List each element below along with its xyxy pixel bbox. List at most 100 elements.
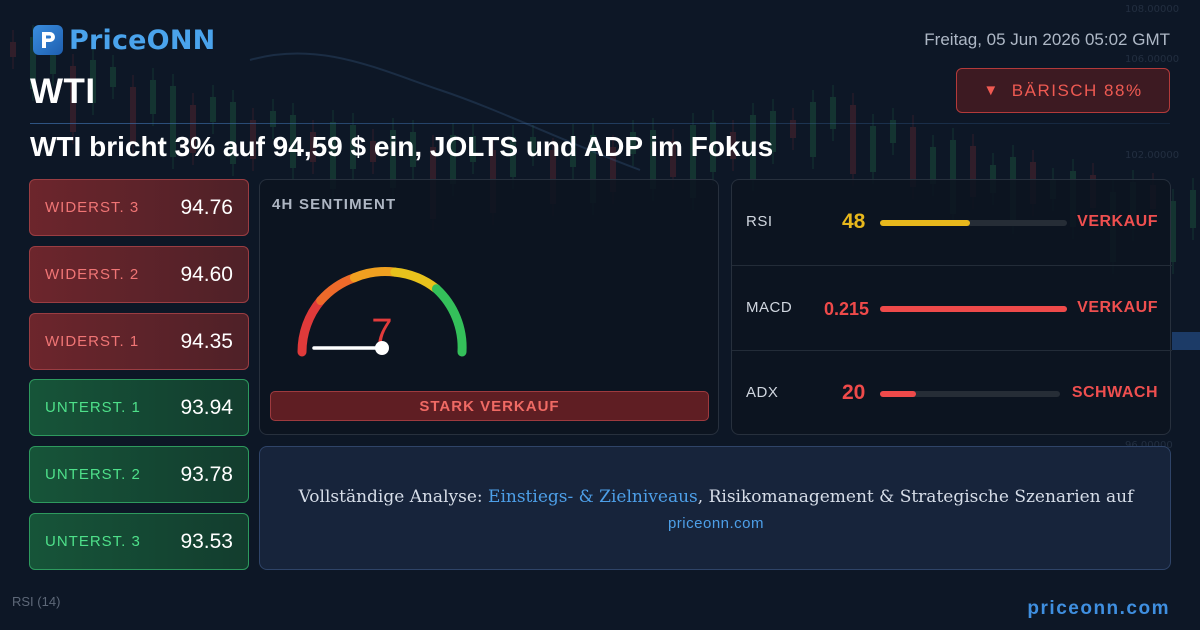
bg-candle xyxy=(30,37,36,89)
bg-candle xyxy=(770,111,776,152)
indicator-name: RSI xyxy=(746,213,773,230)
resistance-3-card: WIDERST. 3 94.76 xyxy=(29,179,249,236)
indicator-track xyxy=(880,306,1067,312)
bg-candle xyxy=(250,120,256,159)
indicator-row-adx: ADX 20 SCHWACH xyxy=(732,350,1172,435)
bg-candle xyxy=(650,130,656,189)
sentiment-gauge: 7 xyxy=(297,267,467,357)
bg-candle xyxy=(270,111,276,127)
gauge-pivot xyxy=(375,341,389,355)
svg-text:102.00000: 102.00000 xyxy=(1125,150,1179,161)
indicator-signal: SCHWACH xyxy=(1071,384,1158,401)
sentiment-panel: 4H SENTIMENT 7 STARK VERKAUF xyxy=(259,179,719,435)
logo-icon xyxy=(33,25,63,55)
sentiment-label: STARK VERKAUF xyxy=(270,391,709,421)
resistance-2-card: WIDERST. 2 94.60 xyxy=(29,246,249,303)
bg-candle xyxy=(10,42,16,57)
cta-prefix: Vollständige Analyse: xyxy=(298,487,489,507)
indicator-fill xyxy=(880,220,970,226)
indicator-fill xyxy=(880,306,1067,312)
bg-candle xyxy=(570,136,576,167)
headline: WTI bricht 3% auf 94,59 $ ein, JOLTS und… xyxy=(30,131,774,162)
indicator-track xyxy=(880,391,1060,397)
bias-label: BÄRISCH 88% xyxy=(1011,80,1143,100)
bg-candle xyxy=(670,141,676,177)
indicator-signal: VERKAUF xyxy=(1077,213,1158,230)
bg-candle xyxy=(50,45,56,74)
level-value: 94.35 xyxy=(180,329,233,353)
analysis-cta[interactable]: Vollständige Analyse: Einstiegs- & Zieln… xyxy=(259,446,1171,570)
bg-candle xyxy=(210,97,216,122)
logo-text: PriceONN xyxy=(69,24,216,56)
bg-candle xyxy=(550,150,556,204)
bg-candle xyxy=(510,137,516,177)
cta-link[interactable]: Einstiegs- & Zielniveaus xyxy=(488,487,698,507)
footer-site-link[interactable]: priceonn.com xyxy=(1027,598,1170,619)
bg-candle xyxy=(810,102,816,157)
level-label: WIDERST. 2 xyxy=(45,266,140,283)
bg-candle xyxy=(130,87,136,144)
bg-candle xyxy=(370,141,376,162)
bg-candle xyxy=(170,86,176,157)
bg-candle xyxy=(110,67,116,87)
indicators-panel: RSI 48 VERKAUF MACD 0.215 VERKAUF ADX 20… xyxy=(731,179,1172,435)
bg-candle xyxy=(830,97,836,129)
bg-candle xyxy=(390,130,396,188)
svg-text:96.00000: 96.00000 xyxy=(1125,440,1173,451)
level-value: 93.94 xyxy=(180,395,233,419)
bg-candle xyxy=(350,125,356,169)
level-label: WIDERST. 1 xyxy=(45,333,140,350)
indicator-row-rsi: RSI 48 VERKAUF xyxy=(732,180,1172,265)
bg-candle xyxy=(790,120,796,138)
level-label: UNTERST. 3 xyxy=(45,533,141,550)
bg-candle xyxy=(970,146,976,197)
indicator-signal: VERKAUF xyxy=(1077,299,1158,316)
indicator-name: MACD xyxy=(746,299,793,316)
indicator-value: 0.215 xyxy=(824,299,870,319)
bg-candle xyxy=(450,135,456,184)
bg-candle xyxy=(630,132,636,154)
bg-candle xyxy=(190,105,196,153)
bg-candle xyxy=(590,135,596,203)
support-1-card: UNTERST. 1 93.94 xyxy=(29,379,249,436)
resistance-1-card: WIDERST. 1 94.35 xyxy=(29,313,249,370)
cta-text: Vollständige Analyse: Einstiegs- & Zieln… xyxy=(260,487,1172,507)
bg-candle xyxy=(730,132,736,159)
indicator-value: 20 xyxy=(842,381,866,404)
bg-candle xyxy=(330,122,336,189)
bg-candle xyxy=(930,147,936,184)
svg-text:108.00000: 108.00000 xyxy=(1125,4,1179,15)
bg-candle xyxy=(750,115,756,179)
indicator-name: ADX xyxy=(746,384,779,401)
cta-suffix: , Risikomanagement & Strategische Szenar… xyxy=(697,487,1134,507)
bg-candle xyxy=(870,126,876,172)
bg-candle xyxy=(410,132,416,167)
bg-candle xyxy=(710,122,716,172)
bg-candle xyxy=(610,147,616,192)
level-value: 94.60 xyxy=(180,262,233,286)
bg-candle xyxy=(1190,190,1196,228)
bg-candle xyxy=(850,105,856,174)
timestamp: Freitag, 05 Jun 2026 05:02 GMT xyxy=(924,30,1170,49)
bg-candle xyxy=(1170,201,1176,262)
symbol-title: WTI xyxy=(30,72,96,111)
support-3-card: UNTERST. 3 93.53 xyxy=(29,513,249,570)
level-value: 93.53 xyxy=(180,529,233,553)
bg-candle xyxy=(70,66,76,132)
down-arrow-icon: ▼ xyxy=(983,82,1000,99)
indicator-row-macd: MACD 0.215 VERKAUF xyxy=(732,265,1172,350)
support-2-card: UNTERST. 2 93.78 xyxy=(29,446,249,503)
bg-candle xyxy=(950,140,956,214)
bg-candle xyxy=(690,125,696,198)
bg-candle xyxy=(530,137,536,154)
indicator-track xyxy=(880,220,1067,226)
cta-site-link[interactable]: priceonn.com xyxy=(667,515,765,532)
brand-logo: PriceONN xyxy=(33,24,215,56)
level-value: 94.76 xyxy=(180,195,233,219)
bg-candle xyxy=(890,120,896,143)
bg-candle xyxy=(230,102,236,164)
indicator-fill xyxy=(880,391,916,397)
bg-candle xyxy=(290,115,296,168)
bg-candle xyxy=(90,60,96,103)
bg-candle xyxy=(470,136,476,162)
